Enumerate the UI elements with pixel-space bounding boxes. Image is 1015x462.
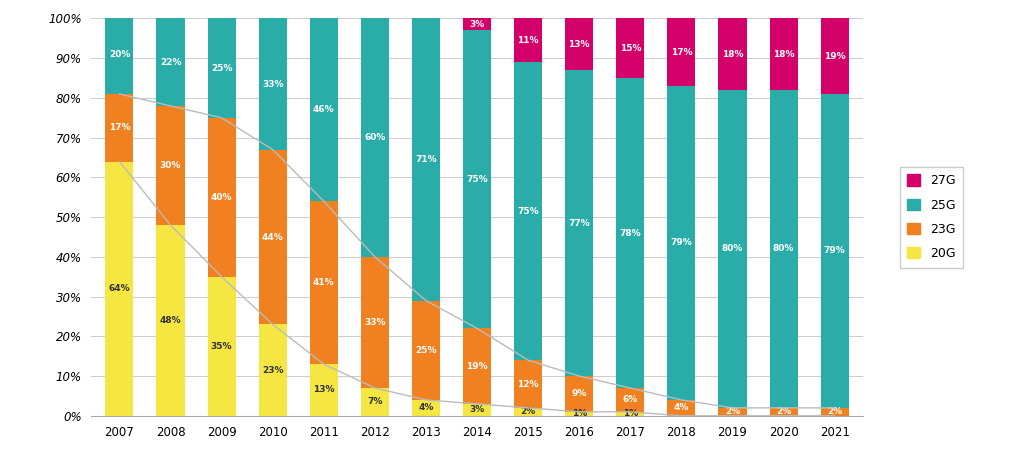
Text: 40%: 40%	[211, 193, 232, 202]
Bar	[360, 18, 389, 257]
Bar	[667, 86, 695, 400]
Bar	[820, 18, 849, 94]
Text: 13%: 13%	[568, 40, 590, 49]
Text: 60%: 60%	[364, 133, 386, 142]
Bar	[310, 201, 338, 364]
Text: 15%: 15%	[619, 44, 641, 53]
Bar	[514, 18, 542, 62]
Text: 48%: 48%	[159, 316, 182, 325]
Bar	[412, 301, 441, 400]
Text: 19%: 19%	[466, 362, 488, 371]
Text: 20%: 20%	[109, 50, 130, 59]
Bar	[463, 328, 491, 404]
Bar	[616, 412, 645, 416]
Text: 23%: 23%	[262, 365, 283, 375]
Bar	[719, 18, 746, 90]
Bar	[565, 18, 594, 70]
Text: 12%: 12%	[518, 379, 539, 389]
Bar	[412, 400, 441, 416]
Text: 2%: 2%	[827, 407, 842, 416]
Bar	[208, 277, 235, 416]
Text: 30%: 30%	[159, 161, 182, 170]
Bar	[616, 18, 645, 78]
Bar	[156, 225, 185, 416]
Bar	[310, 364, 338, 416]
Bar	[106, 14, 134, 94]
Text: 4%: 4%	[418, 403, 433, 413]
Text: 3%: 3%	[469, 405, 485, 414]
Bar	[463, 30, 491, 328]
Bar	[208, 18, 235, 118]
Text: 79%: 79%	[671, 238, 692, 248]
Text: 2%: 2%	[775, 407, 791, 416]
Bar	[769, 90, 798, 408]
Bar	[156, 106, 185, 225]
Text: 17%: 17%	[109, 123, 130, 132]
Bar	[514, 360, 542, 408]
Text: 13%: 13%	[313, 385, 335, 395]
Text: 80%: 80%	[722, 244, 743, 254]
Bar	[514, 62, 542, 360]
Bar	[360, 257, 389, 388]
Text: 18%: 18%	[772, 50, 795, 59]
Text: 33%: 33%	[262, 79, 283, 89]
Text: 17%: 17%	[671, 48, 692, 57]
Bar	[565, 70, 594, 376]
Text: 71%: 71%	[415, 155, 436, 164]
Text: 6%: 6%	[622, 395, 638, 404]
Text: 77%: 77%	[568, 219, 590, 228]
Bar	[769, 18, 798, 90]
Text: 25%: 25%	[415, 346, 436, 355]
Bar	[463, 18, 491, 30]
Text: 2%: 2%	[725, 407, 740, 416]
Text: 41%: 41%	[313, 278, 335, 287]
Bar	[616, 388, 645, 412]
Bar	[360, 388, 389, 416]
Text: 7%: 7%	[367, 397, 383, 407]
Text: 25%: 25%	[211, 64, 232, 73]
Text: 33%: 33%	[364, 318, 386, 327]
Bar	[208, 118, 235, 277]
Bar	[412, 18, 441, 301]
Bar	[106, 94, 134, 162]
Text: 80%: 80%	[772, 244, 795, 254]
Bar	[667, 400, 695, 416]
Bar	[565, 376, 594, 412]
Bar	[156, 18, 185, 106]
Bar	[259, 150, 287, 324]
Text: 64%: 64%	[109, 284, 130, 293]
Text: 3%: 3%	[469, 20, 485, 29]
Legend: 27G, 25G, 23G, 20G: 27G, 25G, 23G, 20G	[900, 167, 963, 267]
Bar	[259, 324, 287, 416]
Bar	[820, 94, 849, 408]
Bar	[514, 408, 542, 416]
Bar	[310, 18, 338, 201]
Text: 78%: 78%	[619, 229, 641, 237]
Bar	[719, 90, 746, 408]
Bar	[769, 408, 798, 416]
Text: 4%: 4%	[674, 403, 689, 413]
Bar	[565, 412, 594, 416]
Bar	[616, 78, 645, 388]
Bar	[259, 18, 287, 150]
Bar	[820, 408, 849, 416]
Text: 2%: 2%	[521, 407, 536, 416]
Text: 35%: 35%	[211, 342, 232, 351]
Text: 46%: 46%	[313, 105, 335, 115]
Text: 75%: 75%	[466, 175, 488, 184]
Bar	[667, 18, 695, 86]
Text: 18%: 18%	[722, 50, 743, 59]
Text: 75%: 75%	[518, 207, 539, 216]
Text: 79%: 79%	[824, 246, 845, 255]
Text: 11%: 11%	[518, 36, 539, 45]
Text: 22%: 22%	[159, 58, 182, 67]
Text: 19%: 19%	[824, 52, 845, 61]
Bar	[106, 162, 134, 416]
Text: 1%: 1%	[571, 409, 587, 418]
Bar	[463, 404, 491, 416]
Text: 9%: 9%	[571, 389, 587, 398]
Bar	[719, 408, 746, 416]
Text: 1%: 1%	[622, 409, 638, 418]
Text: 44%: 44%	[262, 232, 283, 242]
